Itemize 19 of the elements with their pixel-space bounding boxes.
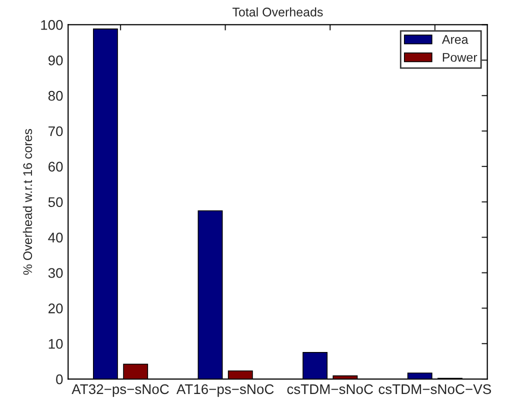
x-tick-label: csTDM−sNoC <box>287 384 373 394</box>
y-tick-label: 90 <box>48 55 63 66</box>
y-tick-label: 20 <box>48 304 63 314</box>
chart-title: Total Overheads <box>232 7 323 17</box>
y-tick-label: 30 <box>48 268 63 278</box>
y-tick-label: 10 <box>48 338 63 349</box>
y-tick-label: 50 <box>48 197 63 208</box>
y-tick-label: 40 <box>48 232 63 242</box>
y-tick-label: 100 <box>41 20 63 30</box>
x-tick-label: AT16−ps−sNoC <box>176 384 274 397</box>
y-tick-label: 80 <box>48 90 63 101</box>
legend-label: Area <box>442 35 468 44</box>
x-tick-label: AT32−ps−sNoC <box>72 384 169 397</box>
y-tick-label: 0 <box>56 374 63 384</box>
y-tick-label: 70 <box>48 126 63 136</box>
x-tick-label: csTDM−sNoC−VS <box>378 384 492 394</box>
legend-label: Power <box>442 53 478 62</box>
y-tick-label: 60 <box>48 162 63 172</box>
y-axis-title: % Overhead w.r.t 16 cores <box>22 129 32 275</box>
